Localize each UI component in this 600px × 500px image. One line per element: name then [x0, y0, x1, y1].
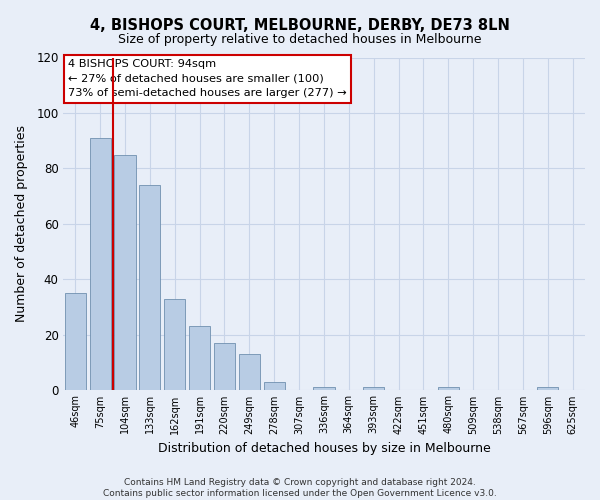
X-axis label: Distribution of detached houses by size in Melbourne: Distribution of detached houses by size … — [158, 442, 490, 455]
Bar — [537, 388, 558, 390]
Bar — [214, 343, 235, 390]
Bar — [437, 388, 459, 390]
Bar — [263, 382, 285, 390]
Bar — [115, 154, 136, 390]
Text: Contains HM Land Registry data © Crown copyright and database right 2024.
Contai: Contains HM Land Registry data © Crown c… — [103, 478, 497, 498]
Bar — [189, 326, 210, 390]
Bar — [164, 298, 185, 390]
Text: 4 BISHOPS COURT: 94sqm
← 27% of detached houses are smaller (100)
73% of semi-de: 4 BISHOPS COURT: 94sqm ← 27% of detached… — [68, 59, 347, 98]
Bar — [363, 388, 384, 390]
Bar — [89, 138, 111, 390]
Text: 4, BISHOPS COURT, MELBOURNE, DERBY, DE73 8LN: 4, BISHOPS COURT, MELBOURNE, DERBY, DE73… — [90, 18, 510, 32]
Bar — [313, 388, 335, 390]
Bar — [139, 185, 160, 390]
Y-axis label: Number of detached properties: Number of detached properties — [15, 126, 28, 322]
Text: Size of property relative to detached houses in Melbourne: Size of property relative to detached ho… — [118, 32, 482, 46]
Bar — [239, 354, 260, 390]
Bar — [65, 293, 86, 390]
